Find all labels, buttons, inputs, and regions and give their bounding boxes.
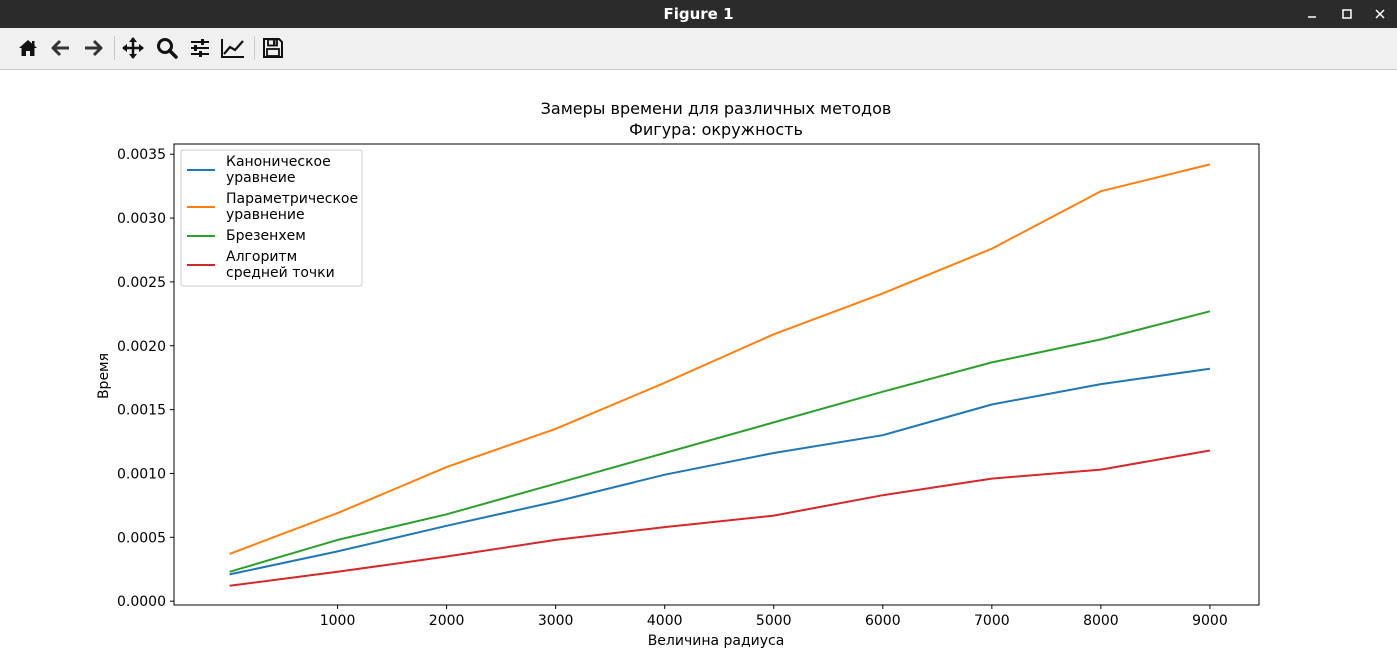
x-axis: 1000 2000 3000 4000 5000 6000 7000 8000 9000 (320, 605, 1228, 629)
y-tick-label: 0.0000 (117, 594, 166, 610)
legend-label-0: Каноническое (226, 154, 331, 170)
x-tick-label: 2000 (429, 613, 465, 629)
toolbar-separator (254, 36, 255, 60)
pan-button[interactable] (119, 34, 147, 62)
save-icon (263, 38, 283, 58)
maximize-button[interactable] (1332, 0, 1362, 28)
y-tick-label: 0.0030 (117, 211, 166, 227)
window-titlebar: Figure 1 (0, 0, 1397, 28)
series-layer (229, 163, 1211, 587)
edit-axis-button[interactable] (219, 34, 247, 62)
figure-canvas[interactable]: Замеры времени для различных методов Фиг… (0, 70, 1397, 658)
y-tick-label: 0.0025 (117, 275, 166, 291)
y-tick-label: 0.0035 (117, 147, 166, 163)
x-tick-label: 1000 (320, 613, 356, 629)
configure-subplots-icon (191, 39, 209, 57)
window-title: Figure 1 (663, 5, 734, 23)
home-icon (19, 40, 37, 56)
edit-axis-icon (221, 39, 244, 58)
x-axis-label: Величина радиуса (648, 633, 785, 649)
x-tick-label: 9000 (1192, 613, 1228, 629)
series-line-0 (229, 367, 1211, 576)
y-tick-label: 0.0010 (117, 466, 166, 482)
maximize-icon (1342, 9, 1352, 19)
x-tick-label: 7000 (974, 613, 1010, 629)
home-button[interactable] (14, 34, 42, 62)
legend-label-3: средней точки (226, 265, 335, 281)
legend-label-1: Параметрическое (226, 191, 358, 207)
series-line-1 (229, 163, 1211, 555)
x-tick-label: 6000 (865, 613, 901, 629)
axes-frame (173, 143, 1260, 606)
series-line-3 (229, 449, 1211, 587)
x-tick-label: 3000 (538, 613, 574, 629)
close-icon (1375, 9, 1385, 19)
x-tick-label: 5000 (756, 613, 792, 629)
back-button[interactable] (47, 34, 75, 62)
close-button[interactable] (1365, 0, 1395, 28)
legend-label-1: уравнение (226, 207, 305, 223)
configure-subplots-button[interactable] (186, 34, 214, 62)
series-line-2 (229, 310, 1211, 573)
minimize-icon (1308, 16, 1316, 18)
chart-title: Замеры времени для различных методов (541, 99, 892, 118)
forward-icon (85, 39, 103, 57)
back-icon (51, 39, 69, 57)
legend-label-3: Алгоритм (226, 249, 297, 265)
pan-icon (122, 37, 144, 59)
chart-subtitle: Фигура: окружность (629, 120, 803, 139)
y-tick-label: 0.0005 (117, 530, 166, 546)
y-axis-label: Время (96, 353, 112, 399)
legend-box (180, 149, 363, 287)
forward-button[interactable] (79, 34, 107, 62)
zoom-icon (157, 38, 178, 59)
toolbar-separator (114, 36, 115, 60)
minimize-button[interactable] (1297, 0, 1327, 28)
save-button[interactable] (259, 34, 287, 62)
navigation-toolbar (0, 28, 1397, 70)
line-chart: Замеры времени для различных методов Фиг… (96, 99, 1260, 649)
legend-label-2: Брезенхем (226, 228, 306, 244)
x-tick-label: 4000 (647, 613, 683, 629)
y-tick-label: 0.0020 (117, 339, 166, 355)
zoom-button[interactable] (153, 34, 181, 62)
x-tick-label: 8000 (1083, 613, 1119, 629)
legend-label-0: уравнеие (226, 170, 295, 186)
y-axis: 0.0000 0.0005 0.0010 0.0015 0.0020 0.0025 0.00… (117, 147, 174, 610)
y-tick-label: 0.0015 (117, 403, 166, 419)
